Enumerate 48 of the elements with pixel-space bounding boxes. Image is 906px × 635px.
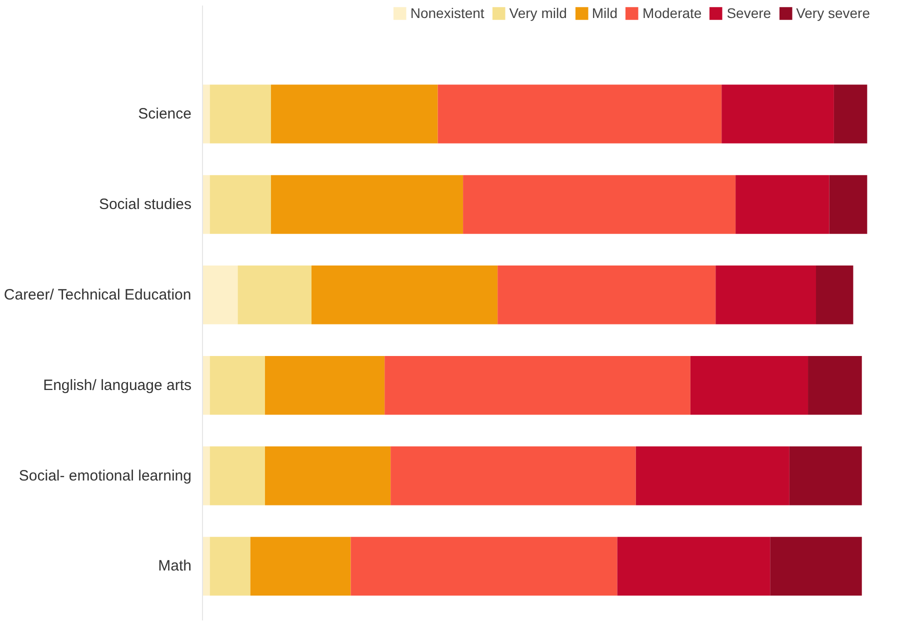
bar — [829, 175, 868, 234]
bar — [210, 84, 271, 144]
bar — [270, 84, 438, 144]
legend-label: Mild — [592, 5, 618, 21]
y-tick-label: Social studies — [98, 196, 192, 213]
y-tick-label: Math — [158, 558, 192, 575]
bar — [816, 266, 854, 324]
bar — [202, 536, 210, 596]
bar — [736, 175, 830, 234]
y-tick-label: Career/ Technical Education — [4, 286, 192, 304]
bar — [264, 446, 391, 506]
bar — [770, 536, 862, 596]
bar — [210, 175, 271, 234]
bar — [202, 175, 210, 234]
bar — [834, 84, 868, 144]
bar — [716, 266, 816, 324]
bar — [202, 446, 210, 506]
legend-label: Very mild — [509, 5, 567, 21]
y-tick-label: Social- emotional learning — [18, 467, 192, 484]
bar — [238, 266, 312, 324]
bar — [250, 536, 351, 596]
bar — [312, 266, 498, 324]
bar — [722, 84, 834, 144]
bar — [690, 356, 808, 415]
bar — [210, 356, 265, 415]
bar — [202, 266, 238, 324]
bar — [808, 356, 862, 415]
bar — [210, 446, 265, 506]
bar — [617, 536, 770, 596]
bar — [202, 84, 210, 144]
bar — [438, 84, 722, 144]
y-tick-label: English/ language arts — [43, 376, 192, 394]
bar — [202, 356, 210, 415]
bar — [270, 175, 464, 234]
legend-label: Severe — [726, 5, 772, 21]
bar — [210, 536, 250, 596]
legend-label: Very severe — [796, 5, 870, 21]
bar — [636, 446, 790, 506]
y-tick-label: Science — [138, 106, 192, 123]
legend-label: Moderate — [642, 5, 702, 21]
bar — [350, 536, 618, 596]
bar — [463, 175, 736, 234]
bar — [789, 446, 862, 506]
bar — [498, 266, 716, 324]
legend-label: Nonexistent — [410, 5, 484, 21]
bar — [384, 356, 690, 415]
bar — [390, 446, 636, 506]
bar — [264, 356, 385, 415]
